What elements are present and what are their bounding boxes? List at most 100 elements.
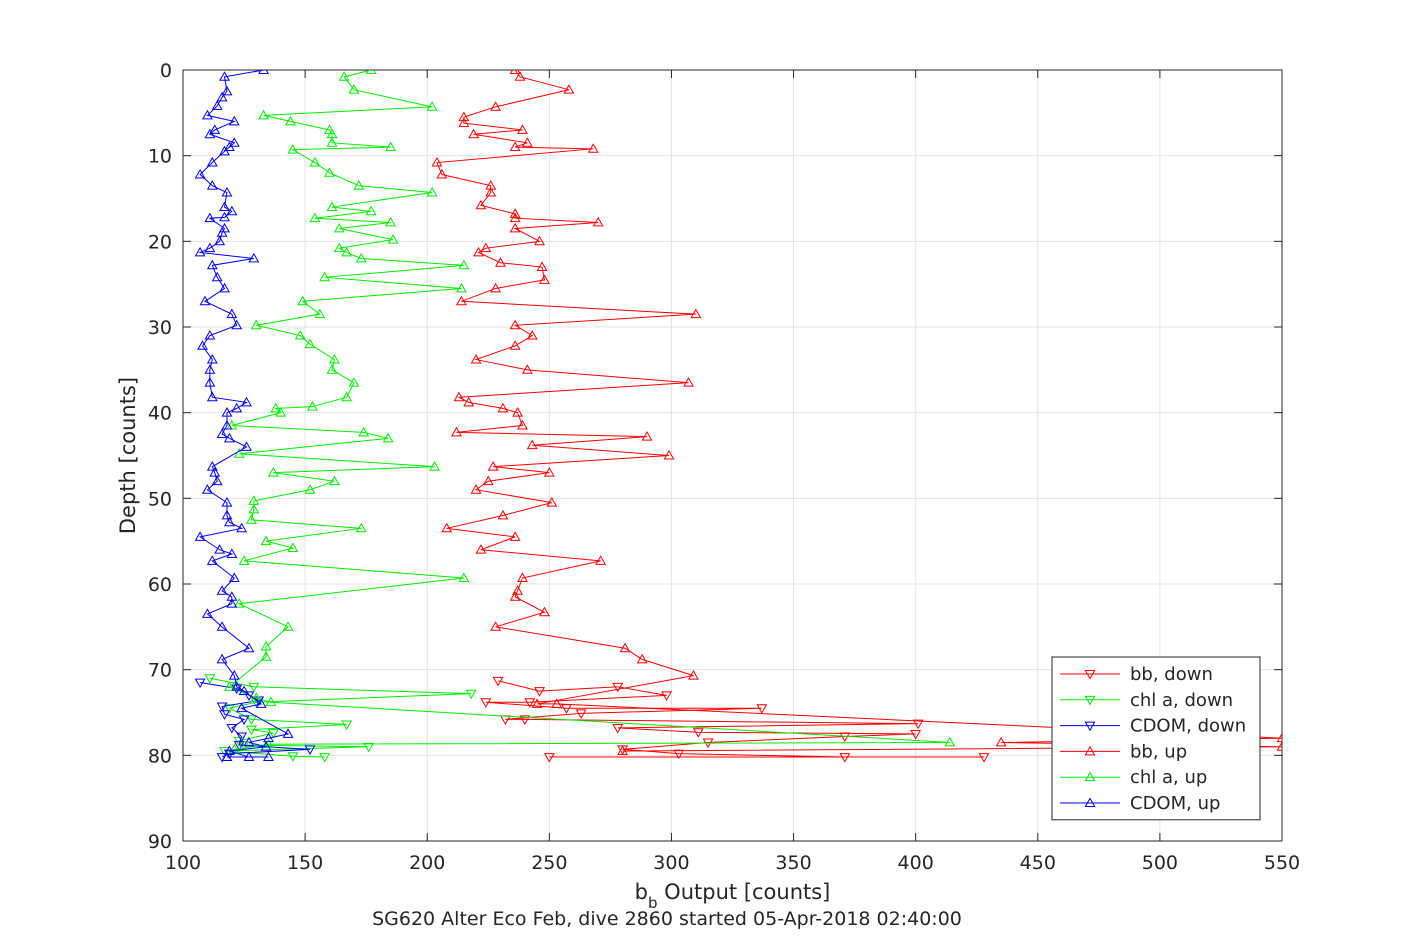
data-point-bb-down <box>978 753 990 763</box>
data-point-bb-up <box>497 509 509 520</box>
data-point-bb-up <box>526 439 538 450</box>
data-point-cdom-up <box>201 109 213 120</box>
y-tick-label: 60 <box>148 574 172 596</box>
data-point-cdom-down <box>238 715 250 725</box>
data-point-chl-a-up <box>314 308 326 319</box>
data-point-bb-up <box>441 522 453 533</box>
data-point-cdom-up <box>231 681 243 691</box>
x-axis-label-main: b <box>635 880 648 904</box>
x-tick-label: 300 <box>653 852 689 874</box>
data-point-cdom-up <box>209 467 221 477</box>
data-point-bb-up <box>509 591 521 601</box>
series-bb-up <box>431 70 1282 755</box>
data-point-bb-up <box>641 431 653 441</box>
data-point-bb-up <box>690 308 702 319</box>
data-point-cdom-up <box>211 475 223 486</box>
data-point-chl-a-up <box>270 402 282 413</box>
data-point-bb-up <box>480 242 492 253</box>
data-point-chl-a-up <box>365 205 377 216</box>
data-point-cdom-up <box>216 621 228 631</box>
data-point-bb-up <box>509 208 521 218</box>
data-point-bb-up <box>453 391 465 402</box>
data-point-chl-a-up <box>260 640 272 651</box>
data-point-bb-up <box>495 257 506 267</box>
data-point-bb-up <box>663 449 675 460</box>
data-point-cdom-up <box>209 124 221 134</box>
data-point-cdom-up <box>243 642 255 653</box>
data-point-cdom-down <box>233 741 245 751</box>
legend-label: chl a, up <box>1130 767 1207 788</box>
series-line-chl-a-down <box>209 677 472 758</box>
legend-label: CDOM, up <box>1130 793 1220 814</box>
data-point-bb-up <box>509 319 521 330</box>
data-point-cdom-up <box>214 544 226 554</box>
legend: bb, down chl a, down CDOM, down bb, up chl a… <box>1051 656 1261 821</box>
data-point-cdom-up <box>216 653 228 664</box>
data-point-bb-up <box>683 377 695 387</box>
y-tick-label: 0 <box>160 60 172 82</box>
data-point-cdom-up <box>219 145 230 156</box>
data-point-chl-a-up <box>223 681 235 691</box>
data-point-chl-a-down <box>245 725 257 736</box>
data-point-chl-a-up <box>348 377 360 387</box>
data-point-chl-a-up <box>284 115 296 126</box>
data-point-cdom-down <box>194 678 206 689</box>
data-point-bb-up <box>521 364 533 374</box>
data-point-cdom-up <box>211 271 223 282</box>
data-point-bb-up <box>636 653 648 664</box>
data-point-bb-up <box>546 497 558 507</box>
data-point-chl-a-down <box>267 729 279 739</box>
data-point-cdom-up <box>211 100 223 110</box>
data-point-cdom-up <box>194 168 206 179</box>
data-point-chl-a-up <box>382 432 394 443</box>
data-point-chl-a-down <box>363 742 375 753</box>
data-point-bb-up <box>487 461 499 471</box>
data-point-cdom-up <box>216 585 228 595</box>
data-point-bb-up <box>485 186 497 197</box>
data-point-chl-a-down <box>341 720 353 731</box>
data-point-bb-up <box>482 475 494 486</box>
data-point-chl-a-up <box>233 598 245 608</box>
data-point-bb-up <box>517 124 528 134</box>
x-tick-label: 200 <box>409 852 445 874</box>
data-point-bb-down <box>910 729 922 740</box>
data-point-bb-up <box>475 199 487 210</box>
data-point-cdom-up <box>206 391 218 402</box>
data-point-cdom-up <box>255 698 267 708</box>
data-point-chl-a-up <box>326 201 338 212</box>
data-point-bb-up <box>497 402 509 413</box>
data-point-cdom-up <box>219 71 230 81</box>
data-point-chl-a-up <box>287 144 299 154</box>
data-point-cdom-up <box>260 741 272 751</box>
data-point-bb-up <box>455 295 467 306</box>
data-point-cdom-up <box>236 522 248 533</box>
data-point-bb-up <box>619 642 631 653</box>
data-point-bb-up <box>470 484 482 494</box>
data-point-cdom-down <box>226 723 238 734</box>
data-point-bb-up <box>485 180 497 190</box>
y-tick-label: 10 <box>148 146 172 168</box>
y-tick-label: 80 <box>148 745 172 767</box>
data-point-chl-a-up <box>365 70 377 74</box>
data-point-cdom-up <box>226 598 238 608</box>
data-point-bb-up <box>534 235 546 246</box>
data-point-cdom-up <box>263 751 274 761</box>
data-point-cdom-up <box>197 340 208 350</box>
x-tick-label: 100 <box>165 852 201 874</box>
x-tick-label: 250 <box>531 852 567 874</box>
data-point-chl-a-up <box>358 426 370 437</box>
y-tick-label: 50 <box>148 488 172 510</box>
x-axis-label-subscript: b <box>648 894 658 912</box>
data-point-cdom-up <box>231 402 243 413</box>
data-point-cdom-up <box>214 235 226 246</box>
data-point-cdom-up <box>206 555 218 565</box>
data-point-bb-down <box>661 691 673 701</box>
data-point-bb-up <box>509 141 521 152</box>
data-point-bb-up <box>468 128 480 139</box>
data-point-chl-a-up <box>458 259 470 270</box>
data-point-chl-a-up <box>233 448 245 458</box>
data-point-cdom-up <box>204 377 216 387</box>
data-point-cdom-up <box>226 205 238 216</box>
data-point-chl-a-up <box>429 461 441 471</box>
